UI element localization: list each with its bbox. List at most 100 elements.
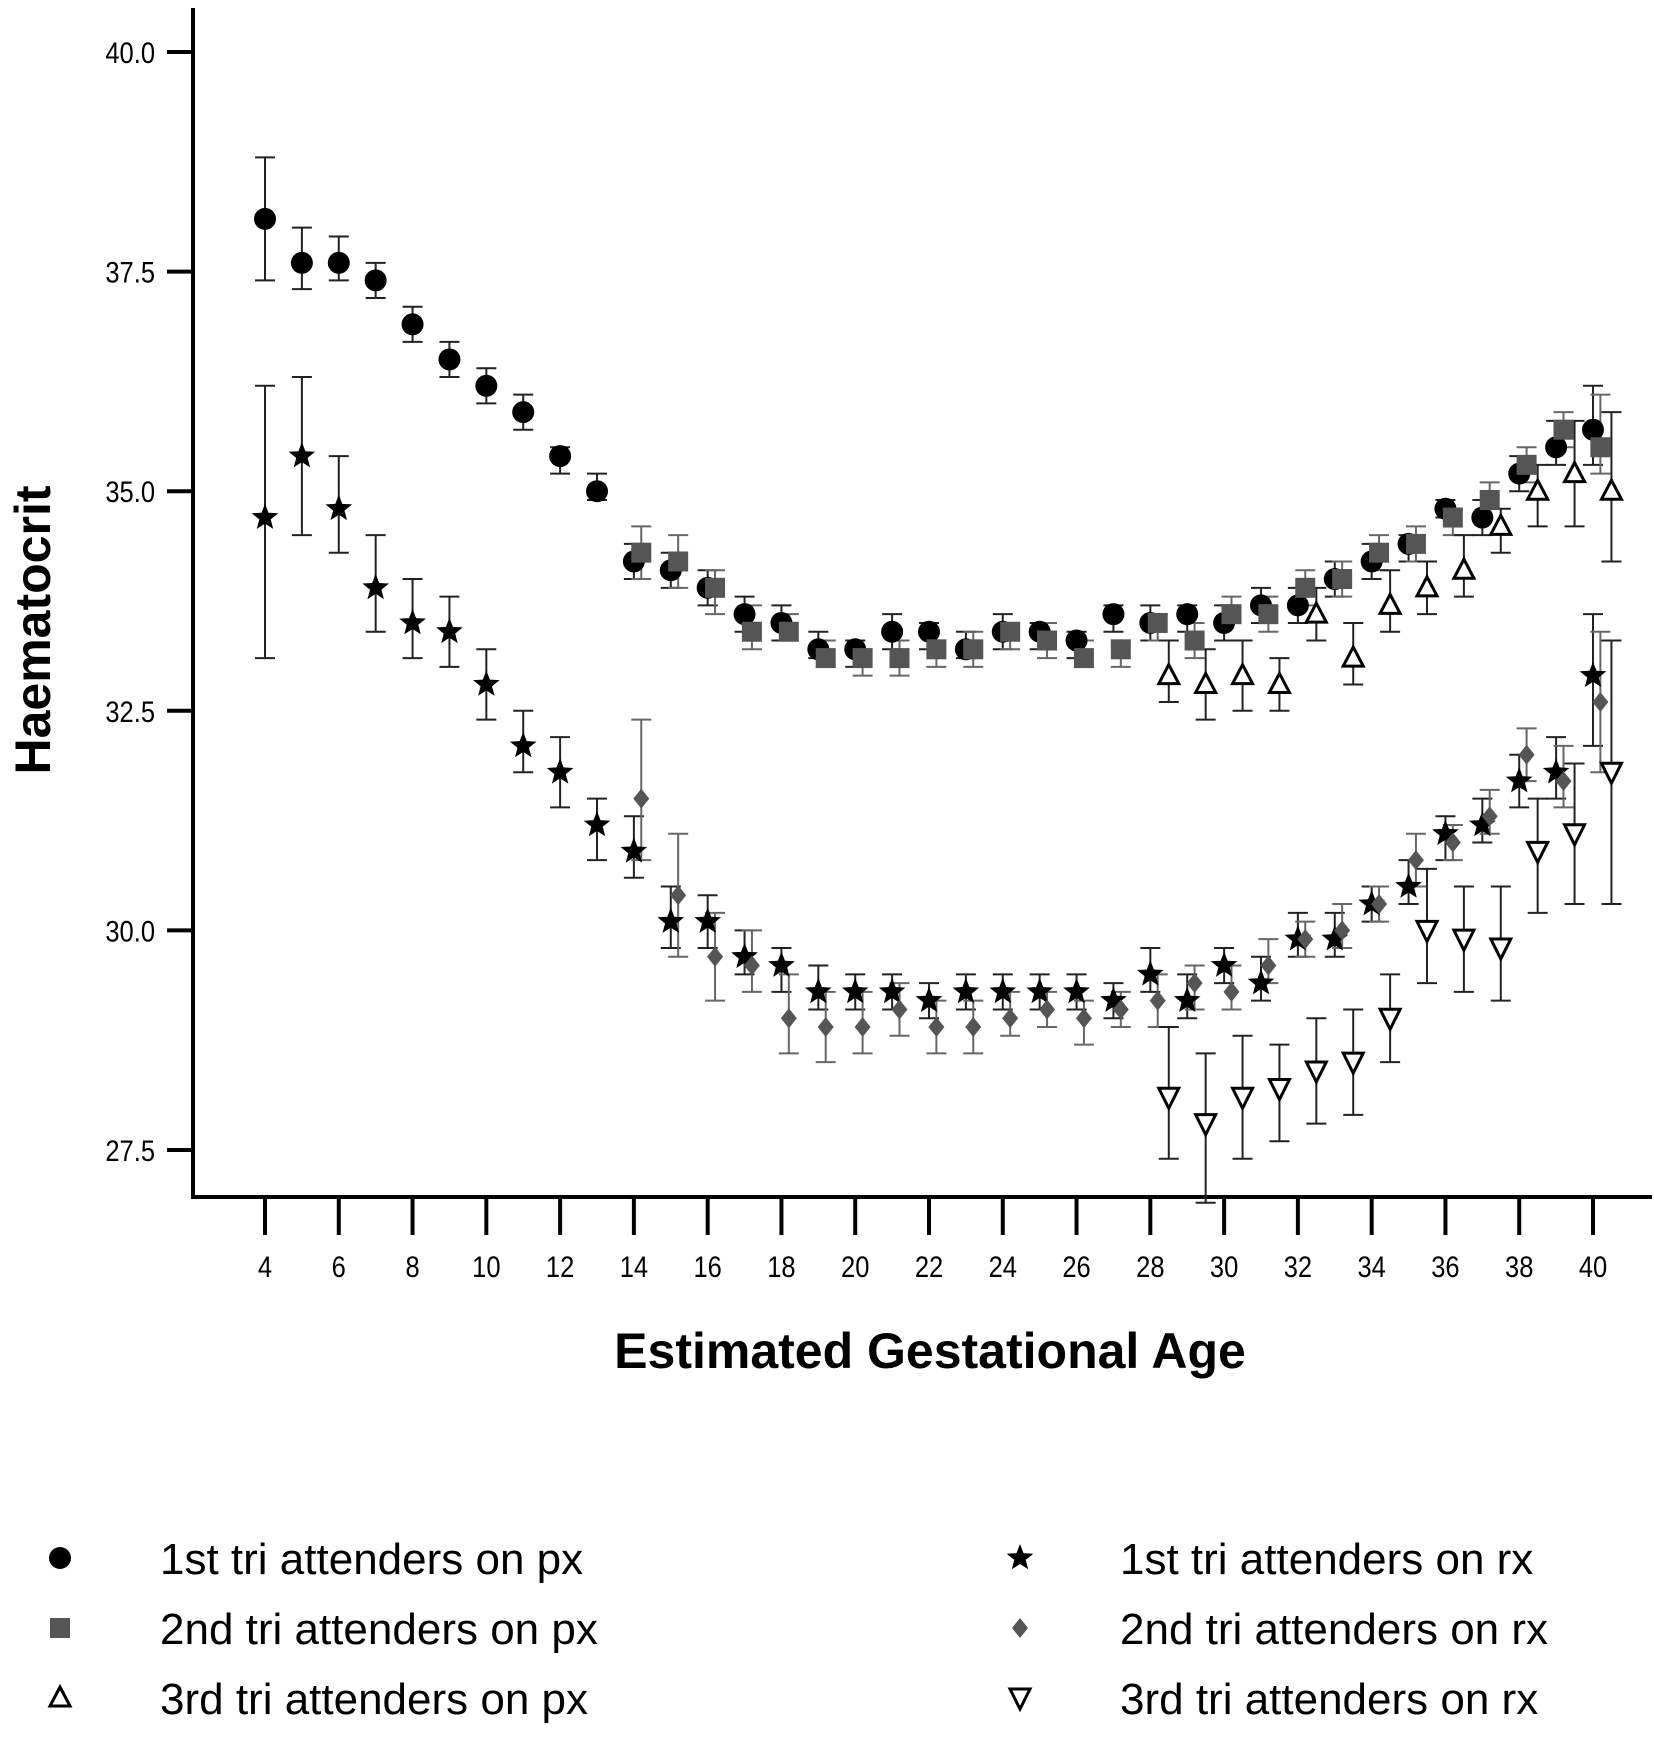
point-1st-tri-attenders-on-px — [1102, 603, 1125, 626]
legend-marker — [50, 1618, 70, 1638]
point-2nd-tri-attenders-on-px — [1516, 454, 1537, 475]
point-2nd-tri-attenders-on-rx — [670, 885, 687, 906]
point-3rd-tri-attenders-on-rx — [1377, 1007, 1403, 1033]
point-1st-tri-attenders-on-px — [364, 269, 387, 292]
point-2nd-tri-attenders-on-rx — [743, 955, 760, 976]
x-tick-label: 14 — [620, 1250, 648, 1283]
point-2nd-tri-attenders-on-px — [1405, 533, 1426, 554]
point-3rd-tri-attenders-on-rx — [1525, 840, 1551, 866]
point-1st-tri-attenders-on-rx — [1579, 661, 1607, 687]
point-2nd-tri-attenders-on-px — [926, 639, 947, 660]
point-1st-tri-attenders-on-px — [1545, 436, 1568, 459]
point-2nd-tri-attenders-on-px — [1369, 542, 1390, 563]
x-tick-label: 6 — [332, 1250, 346, 1283]
x-tick-label: 28 — [1136, 1250, 1164, 1283]
point-1st-tri-attenders-on-rx — [768, 951, 795, 977]
point-3rd-tri-attenders-on-px — [1451, 556, 1477, 580]
point-2nd-tri-attenders-on-rx — [1297, 929, 1314, 950]
legend-label: 3rd tri attenders on px — [160, 1675, 589, 1724]
point-2nd-tri-attenders-on-px — [1295, 577, 1316, 598]
point-3rd-tri-attenders-on-px — [1303, 599, 1329, 624]
point-3rd-tri-attenders-on-px — [1562, 459, 1588, 484]
point-1st-tri-attenders-on-rx — [694, 907, 721, 933]
point-2nd-tri-attenders-on-px — [1442, 507, 1463, 528]
point-2nd-tri-attenders-on-rx — [707, 946, 724, 967]
point-3rd-tri-attenders-on-rx — [1451, 928, 1477, 954]
legend-triangle-up-icon — [47, 1683, 73, 1708]
point-2nd-tri-attenders-on-rx — [1334, 920, 1351, 941]
point-1st-tri-attenders-on-px — [733, 603, 756, 626]
point-2nd-tri-attenders-on-px — [741, 621, 762, 642]
point-1st-tri-attenders-on-rx — [952, 977, 980, 1004]
point-2nd-tri-attenders-on-px — [1110, 639, 1131, 660]
point-3rd-tri-attenders-on-px — [1156, 661, 1182, 686]
point-1st-tri-attenders-on-rx — [546, 758, 574, 784]
point-2nd-tri-attenders-on-rx — [780, 1008, 797, 1029]
x-tick-label: 34 — [1357, 1250, 1385, 1283]
x-tick-label: 10 — [472, 1250, 500, 1283]
point-3rd-tri-attenders-on-rx — [1488, 937, 1514, 963]
point-2nd-tri-attenders-on-px — [1221, 604, 1242, 625]
point-1st-tri-attenders-on-rx — [1137, 960, 1164, 986]
point-3rd-tri-attenders-on-px — [1488, 512, 1514, 536]
x-tick-label: 30 — [1210, 1250, 1238, 1283]
point-1st-tri-attenders-on-rx — [251, 503, 279, 529]
point-1st-tri-attenders-on-px — [438, 348, 461, 371]
x-tick-label: 36 — [1431, 1250, 1459, 1283]
point-3rd-tri-attenders-on-rx — [1193, 1113, 1219, 1139]
point-1st-tri-attenders-on-rx — [841, 977, 869, 1004]
legend-label: 1st tri attenders on rx — [1120, 1535, 1534, 1584]
point-1st-tri-attenders-on-rx — [288, 442, 316, 468]
point-1st-tri-attenders-on-px — [327, 251, 350, 274]
y-tick-label: 32.5 — [105, 695, 155, 728]
point-1st-tri-attenders-on-rx — [1321, 925, 1349, 951]
x-axis-label: Estimated Gestational Age — [614, 1323, 1246, 1379]
point-2nd-tri-attenders-on-px — [1553, 419, 1574, 440]
point-1st-tri-attenders-on-px — [918, 620, 940, 643]
point-2nd-tri-attenders-on-rx — [1260, 955, 1277, 976]
point-1st-tri-attenders-on-px — [290, 251, 313, 274]
x-tick-label: 16 — [693, 1250, 721, 1283]
point-1st-tri-attenders-on-px — [549, 445, 572, 468]
point-3rd-tri-attenders-on-px — [1598, 476, 1624, 501]
point-3rd-tri-attenders-on-px — [1525, 476, 1551, 501]
point-2nd-tri-attenders-on-px — [1037, 630, 1058, 651]
point-2nd-tri-attenders-on-rx — [928, 1017, 945, 1038]
y-tick-label: 37.5 — [105, 256, 155, 289]
legend-marker — [1012, 1618, 1028, 1638]
legend-marker — [49, 1547, 71, 1569]
legend-label: 3rd tri attenders on rx — [1120, 1675, 1539, 1724]
point-1st-tri-attenders-on-rx — [473, 670, 500, 696]
y-tick-label: 27.5 — [105, 1134, 155, 1167]
point-2nd-tri-attenders-on-rx — [1186, 973, 1203, 994]
point-3rd-tri-attenders-on-rx — [1267, 1078, 1292, 1103]
point-3rd-tri-attenders-on-px — [1193, 670, 1219, 694]
data-marks — [251, 207, 1624, 1139]
point-2nd-tri-attenders-on-px — [668, 551, 689, 572]
legend-diamond-icon — [1012, 1618, 1028, 1638]
point-2nd-tri-attenders-on-px — [1258, 604, 1279, 625]
point-1st-tri-attenders-on-rx — [878, 977, 906, 1004]
point-2nd-tri-attenders-on-rx — [1149, 990, 1166, 1011]
point-2nd-tri-attenders-on-rx — [1518, 744, 1535, 765]
point-1st-tri-attenders-on-px — [586, 480, 608, 503]
point-1st-tri-attenders-on-rx — [1395, 872, 1422, 898]
point-3rd-tri-attenders-on-rx — [1414, 919, 1440, 945]
point-2nd-tri-attenders-on-rx — [1002, 1008, 1019, 1029]
legend-star-icon — [1006, 1544, 1034, 1570]
y-axis-label: Haematocrit — [5, 485, 61, 774]
point-2nd-tri-attenders-on-rx — [854, 1017, 871, 1038]
point-1st-tri-attenders-on-rx — [509, 731, 537, 758]
point-2nd-tri-attenders-on-rx — [633, 788, 650, 809]
chart: 27.5 30.0 32.5 35.0 37.5 40.0 4 6 8 10 12 14 16 18 20 2… — [5, 8, 1652, 1379]
point-1st-tri-attenders-on-rx — [620, 837, 648, 863]
point-2nd-tri-attenders-on-rx — [1407, 850, 1424, 871]
point-2nd-tri-attenders-on-rx — [1481, 806, 1498, 827]
point-2nd-tri-attenders-on-rx — [1112, 999, 1129, 1020]
x-tick-label: 18 — [767, 1250, 795, 1283]
point-2nd-tri-attenders-on-px — [705, 577, 726, 598]
x-tick-label: 38 — [1505, 1250, 1533, 1283]
legend-label: 1st tri attenders on px — [160, 1535, 584, 1584]
point-2nd-tri-attenders-on-px — [815, 648, 836, 669]
point-1st-tri-attenders-on-px — [512, 401, 535, 424]
